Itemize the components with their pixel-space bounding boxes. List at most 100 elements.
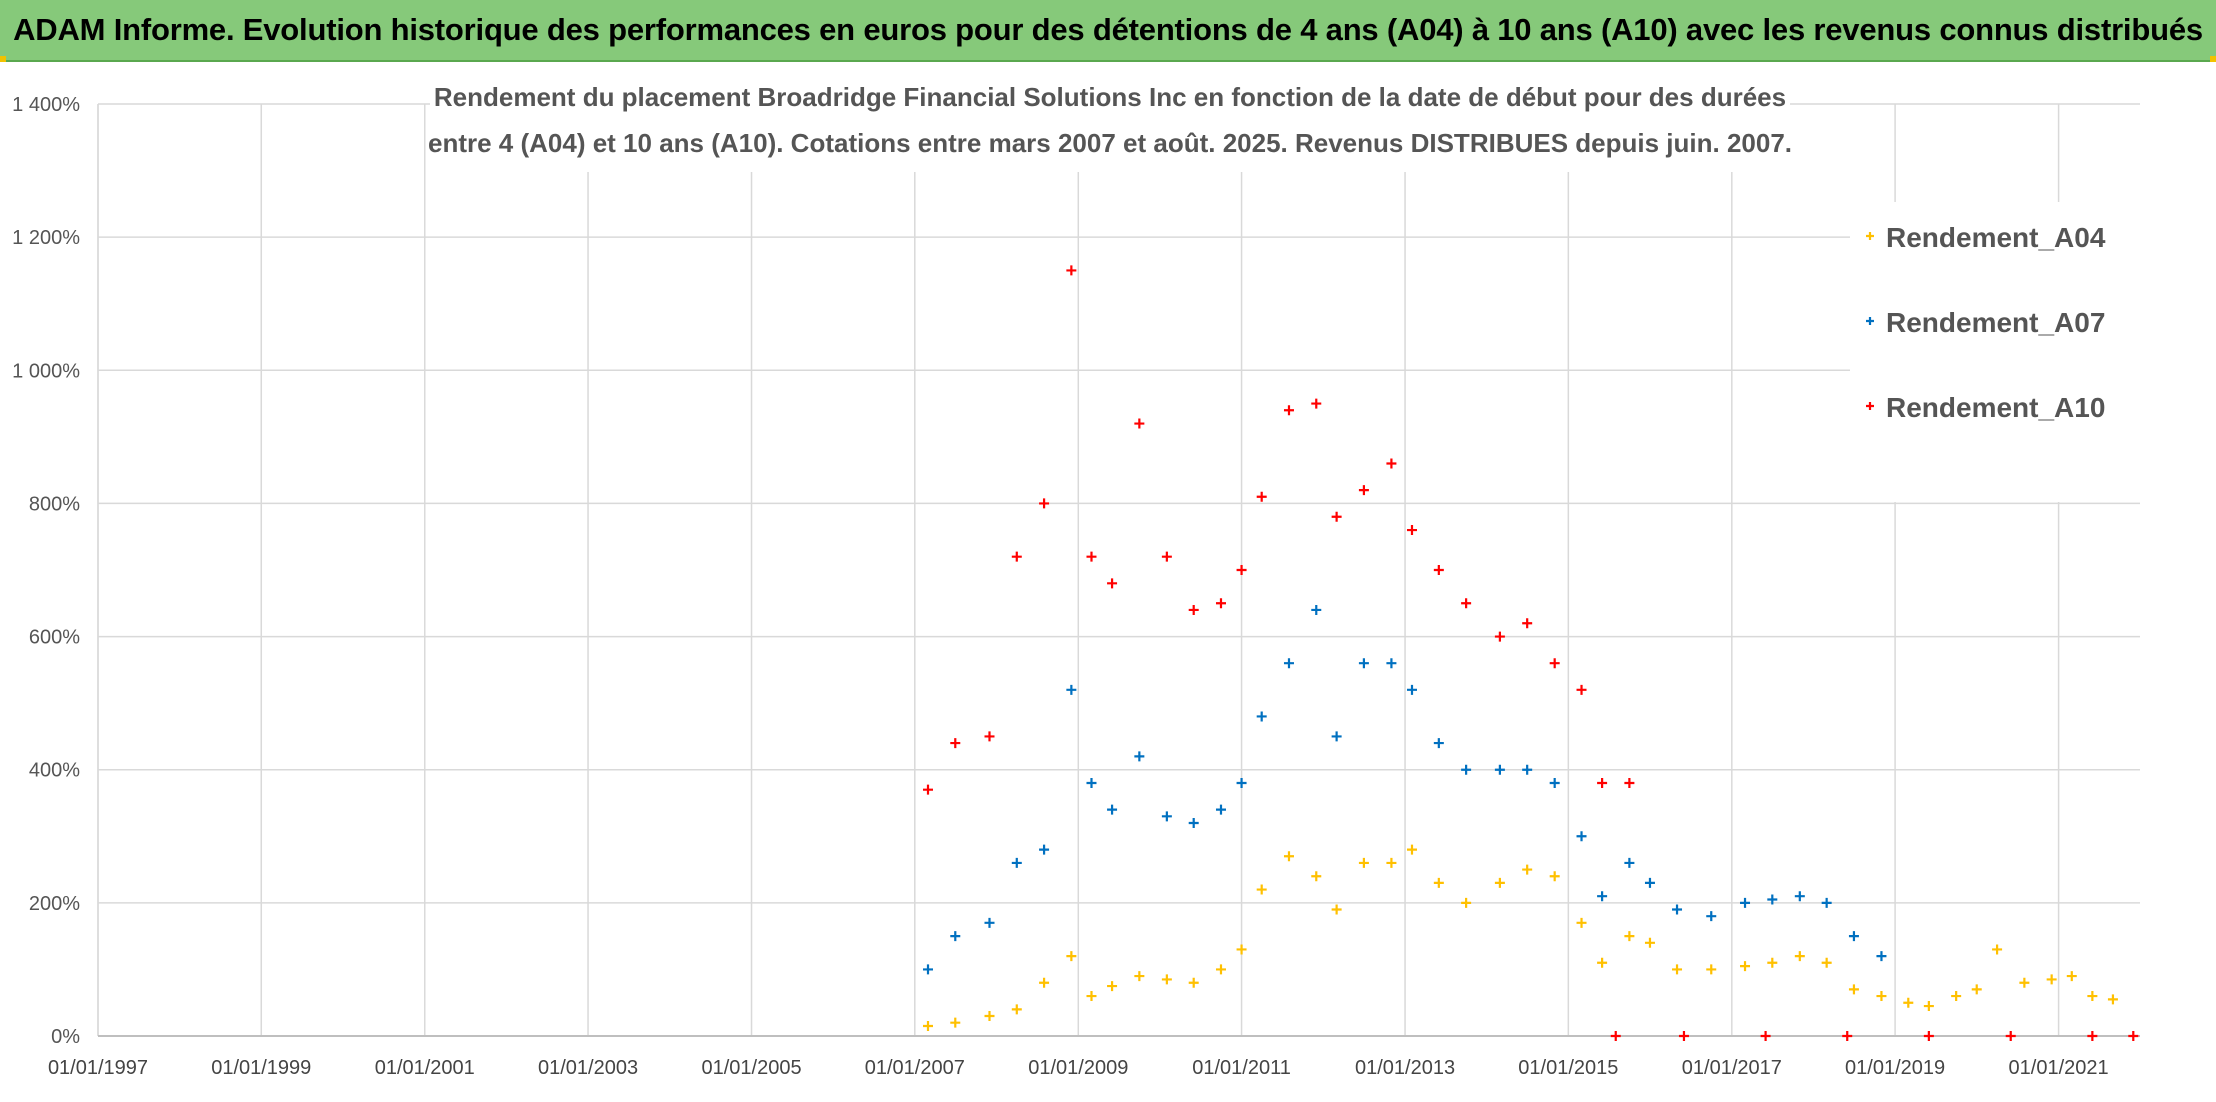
data-point: [1161, 974, 1172, 985]
data-point: [1386, 857, 1397, 868]
data-point: [1597, 957, 1608, 968]
legend-label: Rendement_A07: [1886, 307, 2105, 338]
data-point: [1236, 778, 1247, 789]
data-point: [950, 931, 961, 942]
x-tick-label: 01/01/1997: [48, 1057, 148, 1079]
chart-title-line-2: entre 4 (A04) et 10 ans (A10). Cotations…: [428, 128, 1792, 158]
data-point: [1549, 871, 1560, 882]
data-point: [1283, 658, 1294, 669]
data-point: [1522, 864, 1533, 875]
data-point: [1406, 844, 1417, 855]
data-point: [1494, 631, 1505, 642]
data-point: [1433, 738, 1444, 749]
data-point: [1283, 405, 1294, 416]
data-point: [984, 1011, 995, 1022]
data-point: [1576, 684, 1587, 695]
data-point: [1848, 931, 1859, 942]
data-point: [1406, 684, 1417, 695]
data-point: [1597, 891, 1608, 902]
data-point: [1494, 877, 1505, 888]
corner-marker-left: [0, 56, 6, 62]
data-point: [2066, 971, 2077, 982]
data-point: [2046, 974, 2057, 985]
data-point: [1215, 598, 1226, 609]
data-point: [1161, 811, 1172, 822]
data-point: [1311, 398, 1322, 409]
data-point: [922, 964, 933, 975]
data-point: [1821, 957, 1832, 968]
y-tick-label: 1 000%: [12, 360, 80, 382]
y-tick-label: 1 400%: [12, 94, 80, 116]
series-Rendement_A04: [922, 844, 2118, 1032]
y-axis-ticks: 0% 200% 400% 600% 800% 1 000% 1 200% 1 400%: [12, 94, 80, 1048]
data-point: [1522, 764, 1533, 775]
data-point: [1494, 764, 1505, 775]
series-Rendement_A10: [922, 265, 2139, 1041]
data-point: [1086, 991, 1097, 1002]
data-point: [1992, 944, 2003, 955]
data-point: [1066, 951, 1077, 962]
chart-grid: [97, 103, 2140, 1037]
data-point: [1188, 817, 1199, 828]
data-point: [1576, 831, 1587, 842]
data-point: [2107, 994, 2118, 1005]
x-tick-label: 01/01/2011: [1192, 1057, 1291, 1079]
data-point: [1331, 511, 1342, 522]
data-point: [1107, 981, 1118, 992]
data-point: [1624, 931, 1635, 942]
y-tick-label: 800%: [29, 493, 80, 515]
data-point: [1821, 897, 1832, 908]
x-tick-label: 01/01/2009: [1028, 1057, 1128, 1079]
x-tick-label: 01/01/2017: [1682, 1057, 1782, 1079]
data-point: [1706, 964, 1717, 975]
data-point: [1256, 884, 1267, 895]
x-tick-label: 01/01/2015: [1518, 1057, 1618, 1079]
data-point: [1433, 565, 1444, 575]
series-marks: [922, 265, 2139, 1041]
data-point: [1624, 857, 1635, 868]
data-point: [1461, 764, 1472, 775]
data-point: [1461, 897, 1472, 908]
data-point: [950, 738, 961, 749]
data-point: [1011, 857, 1022, 868]
chart-title-line-1: Rendement du placement Broadridge Financ…: [434, 82, 1786, 112]
data-point: [1236, 565, 1247, 575]
x-tick-label: 01/01/2021: [2009, 1057, 2109, 1079]
data-point: [1706, 911, 1717, 922]
legend-marker: [1866, 317, 1874, 325]
data-point: [1283, 851, 1294, 862]
x-tick-label: 01/01/2007: [865, 1057, 965, 1079]
data-point: [1740, 897, 1751, 908]
data-point: [1597, 778, 1608, 789]
data-point: [1134, 971, 1145, 982]
data-point: [1672, 904, 1683, 915]
data-point: [1086, 778, 1097, 789]
data-point: [984, 731, 995, 742]
x-tick-label: 01/01/2019: [1845, 1057, 1945, 1079]
yield-scatter-chart: 0% 200% 400% 600% 800% 1 000% 1 200% 1 400% 01/…: [12, 62, 2140, 1079]
data-point: [1086, 551, 1097, 562]
data-point: [1039, 977, 1050, 988]
legend-label: Rendement_A10: [1886, 392, 2105, 423]
data-point: [2087, 991, 2098, 1002]
y-tick-label: 1 200%: [12, 227, 80, 249]
data-point: [1406, 525, 1417, 536]
data-point: [922, 784, 933, 795]
data-point: [1876, 991, 1887, 1002]
data-point: [1161, 551, 1172, 562]
data-point: [1011, 551, 1022, 562]
data-point: [1331, 731, 1342, 742]
x-tick-label: 01/01/1999: [211, 1057, 311, 1079]
legend-marker: [1866, 402, 1874, 410]
data-point: [1188, 604, 1199, 615]
data-point: [1188, 977, 1199, 988]
data-point: [1923, 1031, 1934, 1041]
data-point: [1951, 991, 1962, 1002]
data-point: [1549, 778, 1560, 789]
data-point: [2087, 1031, 2098, 1041]
data-point: [1610, 1031, 1621, 1041]
data-point: [1678, 1031, 1689, 1041]
data-point: [1236, 944, 1247, 955]
x-tick-label: 01/01/2005: [701, 1057, 801, 1079]
title-backdrop: [430, 62, 1790, 172]
